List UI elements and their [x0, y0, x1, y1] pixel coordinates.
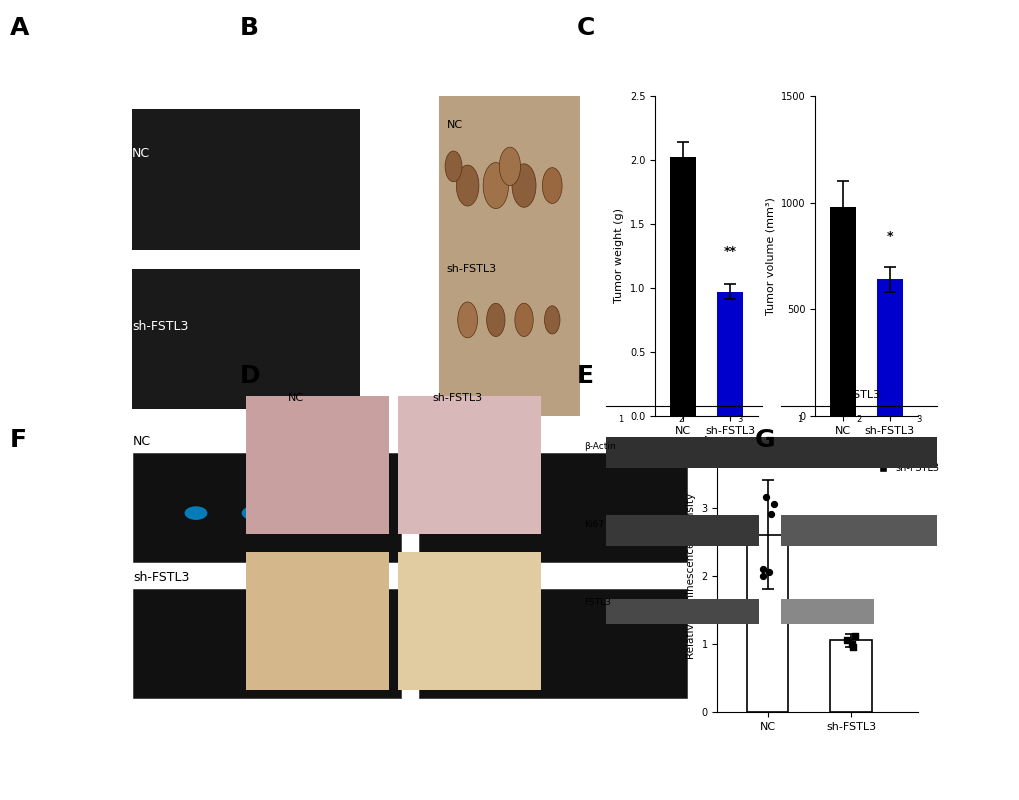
Text: NC: NC: [287, 394, 304, 403]
FancyBboxPatch shape: [781, 515, 936, 546]
Text: A: A: [10, 16, 30, 40]
Ellipse shape: [299, 506, 321, 520]
Bar: [829, 207, 855, 416]
Text: **: **: [802, 448, 815, 462]
Text: **: **: [722, 246, 736, 258]
Point: [764, 498, 781, 510]
Point: [754, 570, 770, 582]
Text: *: *: [886, 230, 893, 243]
Ellipse shape: [242, 506, 264, 520]
Text: C: C: [576, 16, 594, 40]
FancyBboxPatch shape: [418, 590, 686, 698]
Text: Ki67: Ki67: [583, 520, 603, 529]
Point: [762, 508, 779, 521]
Ellipse shape: [512, 164, 536, 207]
FancyBboxPatch shape: [439, 96, 580, 416]
Text: 2: 2: [678, 415, 683, 424]
Point: [838, 634, 854, 647]
Bar: [746, 535, 788, 712]
Ellipse shape: [483, 162, 508, 209]
FancyBboxPatch shape: [132, 109, 360, 250]
Y-axis label: Tumor weight (g): Tumor weight (g): [613, 209, 624, 303]
Ellipse shape: [515, 303, 533, 337]
Point: [760, 566, 776, 578]
Text: β-Actin: β-Actin: [583, 442, 614, 451]
Ellipse shape: [542, 168, 561, 203]
FancyBboxPatch shape: [605, 599, 758, 624]
FancyBboxPatch shape: [605, 437, 936, 468]
Ellipse shape: [544, 306, 559, 334]
Bar: [669, 158, 696, 416]
Text: 3: 3: [737, 415, 742, 424]
Point: [757, 491, 773, 504]
Y-axis label: Relative luminescence intensity: Relative luminescence intensity: [686, 493, 695, 659]
Point: [754, 562, 770, 575]
FancyBboxPatch shape: [418, 453, 686, 562]
Point: [843, 638, 859, 650]
Text: sh-FSTL3: sh-FSTL3: [829, 390, 879, 400]
FancyBboxPatch shape: [246, 397, 388, 534]
FancyBboxPatch shape: [398, 397, 541, 534]
Text: G: G: [754, 428, 774, 452]
Bar: [829, 641, 871, 712]
Text: NC: NC: [672, 390, 688, 400]
Text: FSTL3: FSTL3: [583, 598, 610, 607]
Text: sh-FSTL3: sh-FSTL3: [133, 571, 190, 584]
Text: NC: NC: [133, 434, 151, 448]
FancyBboxPatch shape: [133, 453, 401, 562]
Ellipse shape: [498, 506, 521, 520]
Text: 3: 3: [915, 415, 920, 424]
Ellipse shape: [444, 151, 462, 182]
Ellipse shape: [430, 637, 475, 662]
Ellipse shape: [486, 303, 504, 337]
Text: 2: 2: [856, 415, 861, 424]
Text: B: B: [239, 16, 259, 40]
Point: [845, 641, 861, 654]
FancyBboxPatch shape: [133, 590, 401, 698]
Text: E: E: [576, 364, 593, 388]
FancyBboxPatch shape: [398, 553, 541, 690]
Ellipse shape: [441, 506, 464, 520]
Ellipse shape: [455, 165, 479, 206]
Text: D: D: [239, 364, 260, 388]
FancyBboxPatch shape: [246, 553, 388, 690]
Point: [846, 630, 862, 642]
Ellipse shape: [458, 302, 477, 338]
FancyBboxPatch shape: [132, 269, 360, 410]
FancyBboxPatch shape: [781, 599, 873, 624]
Ellipse shape: [184, 506, 207, 520]
Y-axis label: Tumor volume (mm³): Tumor volume (mm³): [764, 197, 774, 315]
Text: NC: NC: [446, 120, 463, 130]
FancyBboxPatch shape: [605, 515, 758, 546]
Bar: [876, 279, 902, 416]
Text: sh-FSTL3: sh-FSTL3: [446, 264, 496, 274]
Text: 1: 1: [796, 415, 802, 424]
Legend: NC, sh-FSTL3: NC, sh-FSTL3: [868, 444, 943, 477]
Ellipse shape: [446, 646, 492, 670]
Text: 1: 1: [618, 415, 623, 424]
Text: sh-FSTL3: sh-FSTL3: [432, 394, 482, 403]
Text: NC: NC: [132, 147, 150, 160]
Ellipse shape: [499, 147, 520, 186]
Bar: [716, 292, 742, 416]
Text: F: F: [10, 428, 28, 452]
Text: sh-FSTL3: sh-FSTL3: [132, 320, 189, 333]
Ellipse shape: [475, 632, 521, 656]
